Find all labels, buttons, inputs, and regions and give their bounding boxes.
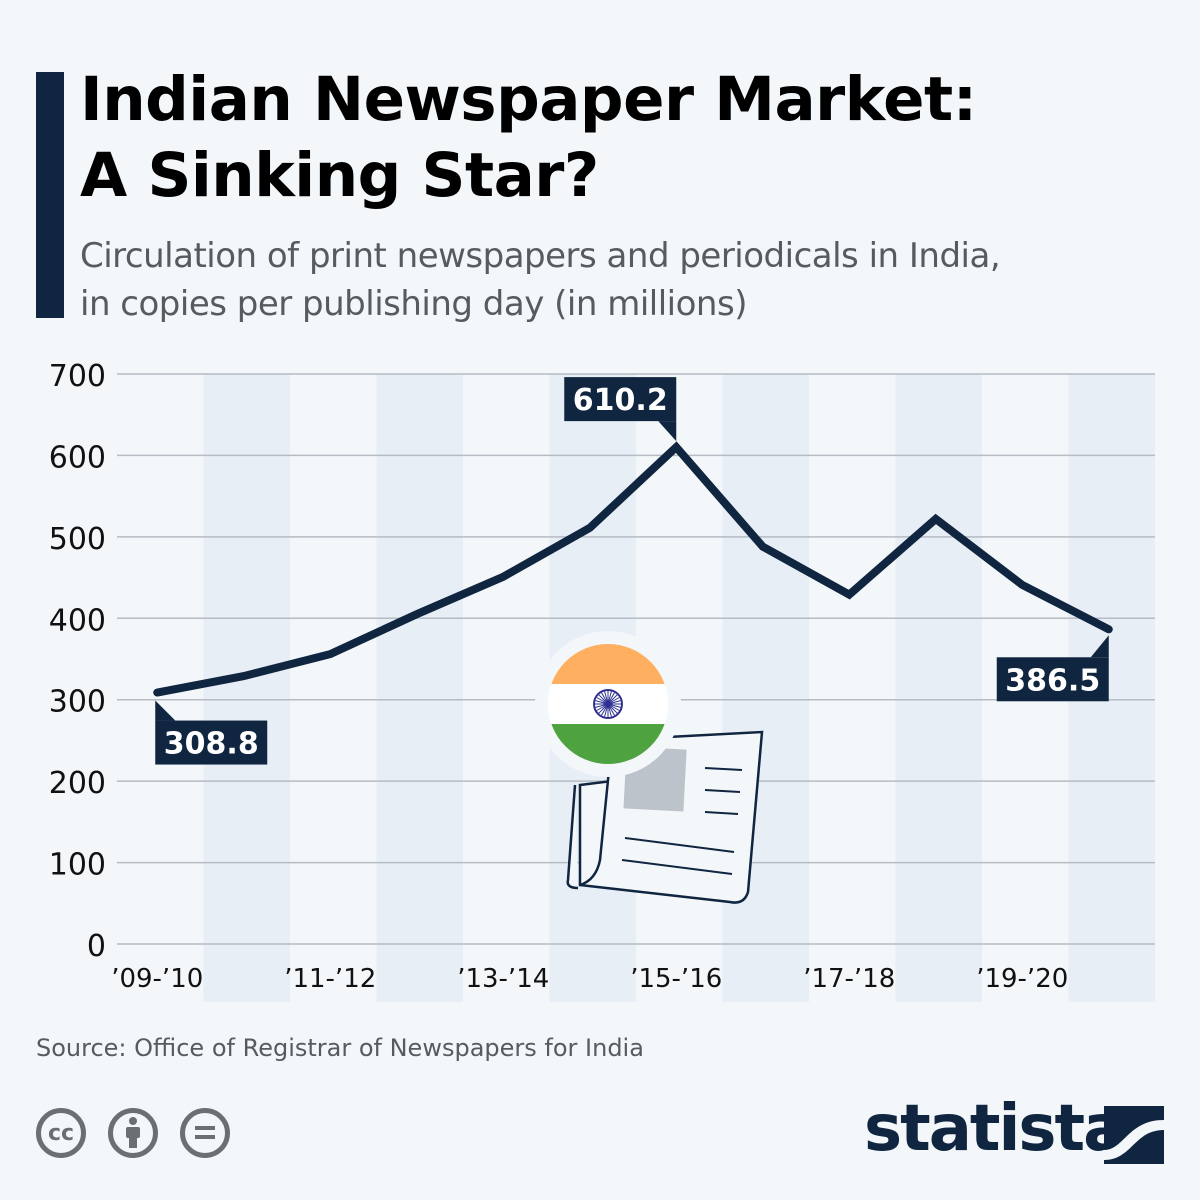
- y-tick-label: 500: [49, 522, 106, 557]
- data-label-box: [155, 720, 268, 765]
- y-tick-label: 200: [49, 766, 106, 801]
- y-tick-label: 100: [49, 848, 106, 883]
- statista-logo-mark-icon: [1104, 1106, 1164, 1164]
- attribution-icon[interactable]: [108, 1108, 158, 1158]
- x-tick-label: ’19-’20: [976, 964, 1068, 994]
- column-band: [376, 374, 463, 1002]
- cc-icon[interactable]: cc: [36, 1108, 86, 1158]
- data-label-pointer: [1090, 635, 1109, 658]
- y-tick-label: 600: [49, 440, 106, 475]
- data-label: 308.8: [164, 727, 259, 762]
- source-note: Source: Office of Registrar of Newspaper…: [36, 1034, 644, 1062]
- line-chart: 0 100 200 300 400 500 600 700 ’09-’10 ’11-’12 ’13-…: [49, 359, 1155, 1002]
- no-derivatives-icon[interactable]: [180, 1108, 230, 1158]
- x-tick-label: ’09-’10: [111, 964, 203, 994]
- x-tick-label: ’13-’14: [457, 964, 549, 994]
- column-band: [722, 374, 809, 1002]
- data-label: 610.2: [573, 383, 668, 418]
- data-label-box: [996, 657, 1109, 702]
- column-band: [895, 374, 982, 1002]
- x-tick-label: ’11-’12: [284, 964, 376, 994]
- data-label-pointer: [658, 421, 677, 442]
- y-tick-label: 700: [49, 359, 106, 394]
- india-flag-icon: [535, 631, 681, 777]
- x-tick-label: ’17-’18: [803, 964, 895, 994]
- data-label-pointer: [155, 700, 176, 721]
- chart-subtitle: Circulation of print newspapers and peri…: [80, 236, 1001, 324]
- title-accent-bar: [36, 72, 64, 318]
- y-tick-label: 400: [49, 603, 106, 638]
- x-tick-label: ’15-’16: [630, 964, 722, 994]
- statista-logo[interactable]: statista: [864, 1092, 1126, 1166]
- chart-title: Indian Newspaper Market: A Sinking Star?: [80, 64, 977, 211]
- series-line: [153, 441, 1113, 697]
- y-tick-label: 300: [49, 685, 106, 720]
- column-band: [203, 374, 290, 1002]
- data-label: 386.5: [1005, 663, 1100, 698]
- y-tick-label: 0: [87, 929, 106, 964]
- data-label-box: [564, 377, 677, 422]
